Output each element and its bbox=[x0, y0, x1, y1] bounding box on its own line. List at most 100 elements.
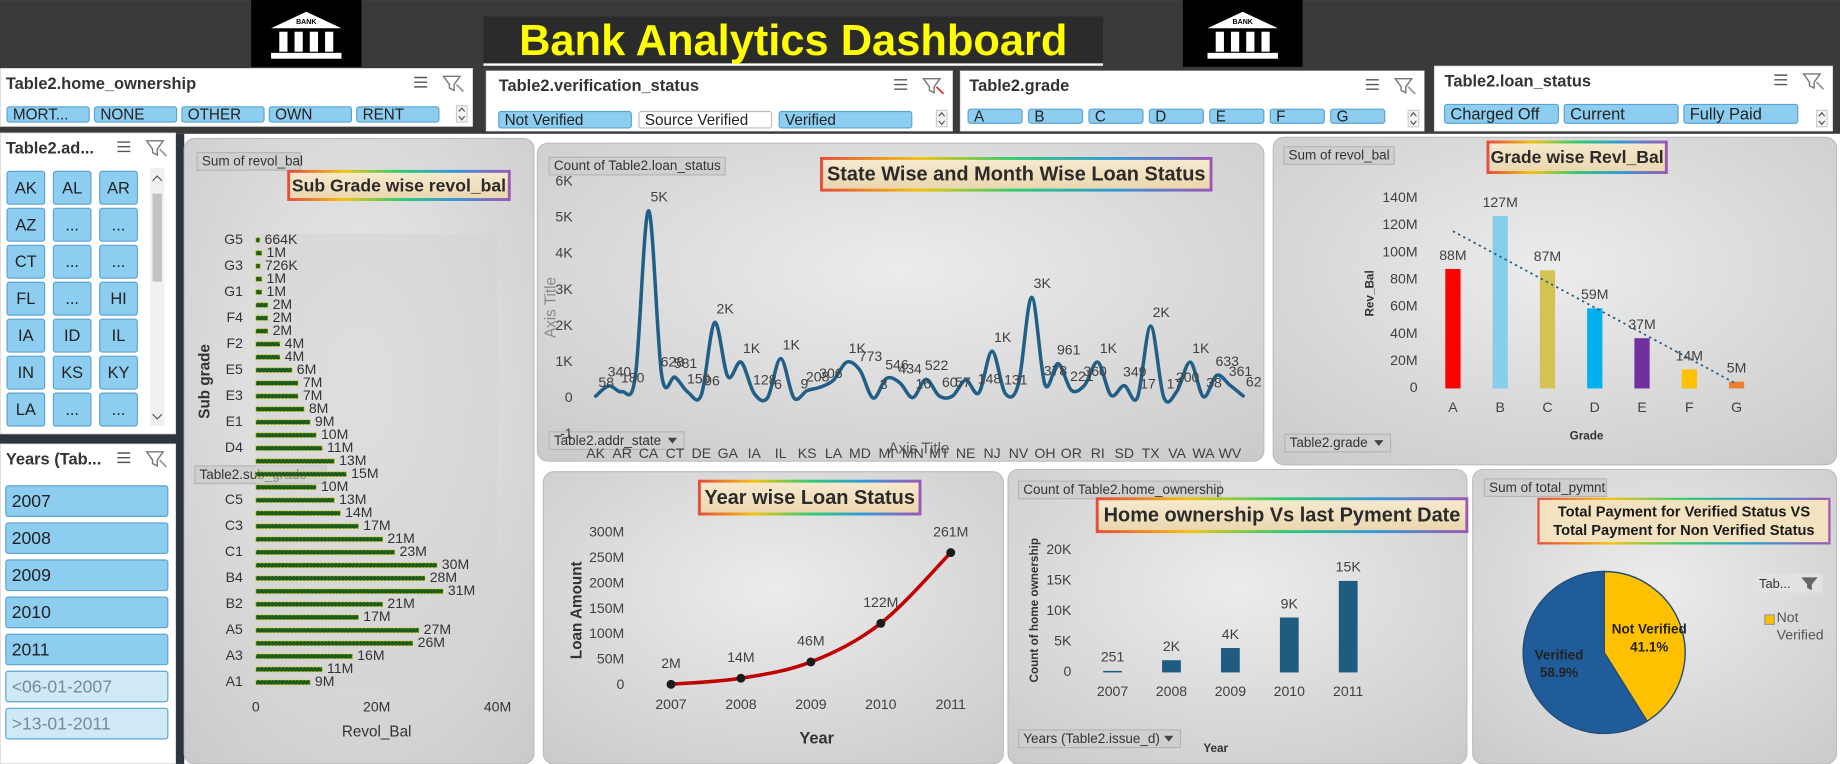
slicer-item-label[interactable]: CT bbox=[15, 253, 37, 271]
slicer-item[interactable] bbox=[6, 281, 46, 316]
value-field-button-label[interactable]: Sum of revol_bal bbox=[202, 154, 303, 169]
slicer-item-label[interactable]: ... bbox=[65, 253, 79, 271]
slicer-item-label[interactable]: B bbox=[1034, 108, 1044, 125]
slicer-item[interactable] bbox=[5, 522, 169, 555]
value-field-button[interactable] bbox=[196, 152, 301, 171]
slicer-item-label[interactable]: IL bbox=[112, 327, 126, 345]
slicer-item[interactable] bbox=[52, 281, 92, 316]
value-field-button[interactable] bbox=[1283, 146, 1395, 165]
slicer-item-label[interactable]: A bbox=[974, 108, 985, 125]
slicer-item-label[interactable]: AR bbox=[107, 179, 130, 197]
axis-field-button-label[interactable]: Table2.addr_state bbox=[554, 433, 661, 448]
slicer-item[interactable] bbox=[1563, 103, 1679, 124]
value-field-button-label[interactable]: Count of Table2.loan_status bbox=[554, 158, 721, 173]
slicer-item[interactable] bbox=[52, 244, 92, 279]
value-field-button-label[interactable]: Sum of revol_bal bbox=[1288, 148, 1389, 163]
slicer-item-label[interactable]: ... bbox=[65, 401, 79, 419]
slicer-item[interactable] bbox=[778, 110, 913, 129]
slicer-item-label[interactable]: AK bbox=[15, 179, 37, 197]
slicer-item-label[interactable]: IA bbox=[18, 327, 34, 345]
slicer-item[interactable] bbox=[6, 392, 46, 427]
slicer-item[interactable] bbox=[6, 355, 46, 390]
slicer-item[interactable] bbox=[6, 318, 46, 353]
slicer-item-label[interactable]: C bbox=[1095, 108, 1106, 125]
clear-filter-icon[interactable] bbox=[145, 451, 165, 468]
slicer-item-label[interactable]: ... bbox=[65, 290, 79, 308]
slicer-item[interactable] bbox=[1269, 108, 1325, 124]
axis-field-button[interactable] bbox=[1284, 433, 1392, 453]
slicer-item[interactable] bbox=[967, 108, 1023, 124]
slicer-item[interactable] bbox=[1330, 108, 1386, 124]
slicer-item[interactable] bbox=[1209, 108, 1265, 124]
slicer-item-label[interactable]: ID bbox=[64, 327, 81, 345]
axis-field-button-label[interactable]: Years (Table2.issue_d) bbox=[1023, 731, 1160, 746]
slicer-item-label[interactable]: 2009 bbox=[12, 565, 51, 585]
value-field-button[interactable] bbox=[548, 156, 726, 176]
slicer-item-label[interactable]: HI bbox=[110, 290, 126, 308]
slicer-item[interactable] bbox=[6, 106, 90, 123]
slicer-item[interactable] bbox=[1148, 108, 1204, 124]
slicer-item[interactable] bbox=[52, 355, 92, 390]
clear-filter-icon[interactable] bbox=[1393, 77, 1414, 94]
slicer-item[interactable] bbox=[52, 392, 92, 427]
slicer-item[interactable] bbox=[99, 281, 138, 316]
slicer-item-label[interactable]: Source Verified bbox=[645, 112, 748, 129]
slicer-item-label[interactable]: FL bbox=[16, 290, 35, 308]
value-field-button[interactable] bbox=[1483, 478, 1608, 498]
slicer-item-label[interactable]: Fully Paid bbox=[1690, 105, 1762, 123]
clear-filter-icon[interactable] bbox=[922, 77, 942, 94]
slicer-item[interactable] bbox=[5, 670, 169, 703]
slicer-item-label[interactable]: AL bbox=[62, 179, 82, 197]
slicer-item-label[interactable]: MORT... bbox=[13, 107, 69, 124]
slicer-item-label[interactable]: 2011 bbox=[12, 639, 50, 659]
slicer-item-label[interactable]: E bbox=[1216, 108, 1226, 125]
slicer-item[interactable] bbox=[99, 244, 138, 279]
slicer-item[interactable] bbox=[52, 207, 92, 242]
axis-field-button[interactable] bbox=[1017, 729, 1182, 749]
slicer-item-label[interactable]: Current bbox=[1570, 105, 1625, 123]
slicer-item-label[interactable]: OWN bbox=[275, 107, 312, 124]
slicer-item-label[interactable]: F bbox=[1276, 108, 1285, 125]
slicer-item-label[interactable]: IN bbox=[18, 364, 34, 382]
slicer-item[interactable] bbox=[1443, 103, 1559, 124]
slicer-item-label[interactable]: OTHER bbox=[188, 107, 241, 124]
slicer-item[interactable] bbox=[99, 207, 138, 242]
legend-filter-icon[interactable] bbox=[1801, 577, 1818, 591]
slicer-item-label[interactable]: 2008 bbox=[12, 528, 51, 548]
slicer-item[interactable] bbox=[6, 207, 46, 242]
slicer-item-label[interactable]: 2007 bbox=[12, 491, 51, 511]
slicer-item[interactable] bbox=[498, 110, 632, 129]
slicer-item[interactable] bbox=[6, 170, 46, 205]
slicer-item-label[interactable]: RENT bbox=[363, 107, 405, 124]
slicer-item-label[interactable]: ... bbox=[112, 216, 126, 234]
slicer-item-label[interactable]: ... bbox=[65, 216, 79, 234]
slicer-item[interactable] bbox=[5, 633, 169, 666]
slicer-item[interactable] bbox=[52, 318, 92, 353]
slicer-item-label[interactable]: LA bbox=[16, 401, 36, 419]
slicer-item-label[interactable]: Not Verified bbox=[505, 112, 584, 129]
clear-filter-icon[interactable] bbox=[442, 75, 462, 92]
slicer-item-label[interactable]: 2010 bbox=[12, 602, 51, 622]
slicer-item-label[interactable]: ... bbox=[112, 401, 126, 419]
slicer-item-label[interactable]: <06-01-2007 bbox=[12, 676, 112, 696]
slicer-item-label[interactable]: >13-01-2011 bbox=[12, 713, 111, 733]
slicer-item-label[interactable]: Charged Off bbox=[1450, 105, 1540, 123]
clear-filter-icon[interactable] bbox=[1802, 73, 1822, 90]
slicer-item[interactable] bbox=[99, 355, 138, 390]
slicer-item[interactable] bbox=[5, 559, 169, 592]
slicer-item[interactable] bbox=[99, 318, 138, 353]
slicer-item[interactable] bbox=[1027, 108, 1084, 124]
slicer-item[interactable] bbox=[1088, 108, 1144, 124]
slicer-item[interactable] bbox=[5, 707, 169, 740]
slicer-item[interactable] bbox=[638, 110, 773, 129]
slicer-item[interactable] bbox=[52, 170, 92, 205]
clear-filter-icon[interactable] bbox=[145, 140, 165, 157]
axis-field-button-label[interactable]: Table2.grade bbox=[1290, 435, 1368, 450]
value-field-button-label[interactable]: Count of Table2.home_ownership bbox=[1023, 482, 1224, 497]
slicer-item[interactable] bbox=[93, 106, 178, 123]
slicer-item[interactable] bbox=[6, 244, 46, 279]
slicer-item[interactable] bbox=[99, 170, 138, 205]
slicer-item[interactable] bbox=[99, 392, 138, 427]
slicer-item-label[interactable]: ... bbox=[112, 253, 126, 271]
slicer-item-label[interactable]: Verified bbox=[785, 112, 836, 129]
